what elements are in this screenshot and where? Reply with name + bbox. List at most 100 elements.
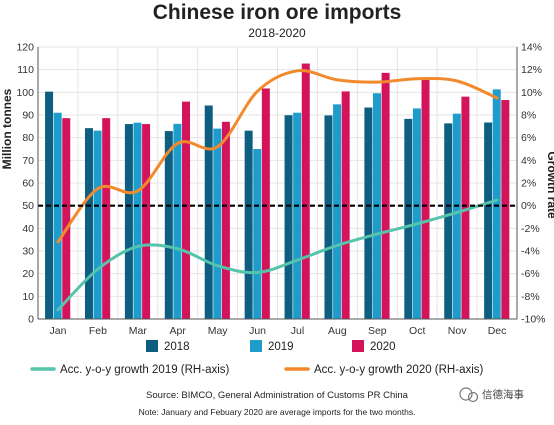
point-Acc. y-o-y growth 2019 (RH-axis)-Oct: [416, 222, 419, 225]
watermark-text: 信德海事: [482, 388, 524, 401]
legend-swatch-2019: [250, 340, 262, 352]
bar-2019-Aug: [333, 104, 342, 319]
point-Acc. y-o-y growth 2020 (RH-axis)-May: [216, 145, 219, 148]
y-tick-label: 0: [28, 314, 34, 326]
bar-2020-Apr: [182, 101, 191, 319]
point-Acc. y-o-y growth 2019 (RH-axis)-Feb: [96, 267, 100, 271]
y2-tick-label: -8%: [521, 291, 540, 303]
bar-2020-Nov: [461, 96, 470, 319]
bar-2020-Oct: [421, 78, 430, 319]
x-tick-label: Jul: [291, 325, 304, 337]
y2-tick-label: 6%: [521, 132, 536, 144]
growth-lines: [38, 69, 517, 312]
bar-2020-Jan: [62, 118, 71, 319]
point-Acc. y-o-y growth 2020 (RH-axis)-Jan: [56, 240, 60, 244]
bar-2019-Jan: [53, 112, 62, 319]
point-Acc. y-o-y growth 2019 (RH-axis)-Jul: [296, 258, 299, 262]
y2-tick-label: 2%: [521, 178, 536, 190]
bar-2019-Nov: [452, 113, 461, 319]
legend-swatch-2018: [146, 340, 158, 352]
bar-2018-Aug: [324, 115, 333, 319]
bar-2020-Dec: [501, 100, 510, 319]
bar-2019-Dec: [492, 89, 501, 320]
point-Acc. y-o-y growth 2019 (RH-axis)-Mar: [136, 245, 139, 248]
point-Acc. y-o-y growth 2019 (RH-axis)-Jun: [256, 271, 259, 274]
y-tick-label: 10: [22, 291, 34, 303]
y-tick-label: 40: [22, 223, 34, 235]
bar-2018-Feb: [84, 128, 93, 319]
legend-label-2020: 2020: [370, 341, 396, 353]
bar-2018-Dec: [484, 122, 493, 319]
y-tick-label: 30: [22, 246, 34, 258]
bar-2020-Sep: [381, 72, 390, 319]
bar-2020-Feb: [102, 118, 111, 319]
gridlines: [37, 46, 518, 320]
chart-subtitle: 2018-2020: [248, 26, 306, 40]
wechat-icon-small: [467, 391, 479, 403]
point-Acc. y-o-y growth 2020 (RH-axis)-Apr: [176, 142, 179, 145]
bar-2019-Apr: [173, 123, 182, 319]
y2-axis-title: Growth rate: [545, 151, 554, 219]
chart-title: Chinese iron ore imports: [153, 1, 402, 24]
bar-2018-Sep: [364, 107, 373, 320]
y-tick-label: 60: [22, 178, 34, 190]
y2-tick-label: -2%: [521, 223, 540, 235]
x-tick-label: Jan: [49, 325, 66, 337]
legend-label-2019: 2019: [268, 341, 294, 353]
y-axis-title: Million tonnes: [0, 88, 14, 169]
y2-tick-label: 10%: [521, 87, 542, 99]
bar-2018-Jul: [284, 115, 293, 319]
point-Acc. y-o-y growth 2020 (RH-axis)-Jul: [296, 69, 299, 73]
bar-2019-Jun: [253, 149, 262, 319]
bar-2020-May: [221, 121, 230, 319]
x-tick-label: Aug: [328, 325, 347, 337]
legend-label-line: Acc. y-o-y growth 2019 (RH-axis): [60, 364, 230, 376]
point-Acc. y-o-y growth 2020 (RH-axis)-Jun: [256, 90, 259, 93]
y2-tick-label: 4%: [521, 155, 536, 167]
legend: 2018 2019 2020 Acc. y-o-y growth 2019 (RH-a…: [30, 340, 484, 376]
point-Acc. y-o-y growth 2020 (RH-axis)-Aug: [336, 78, 339, 82]
legend-label-line: Acc. y-o-y growth 2020 (RH-axis): [314, 364, 484, 376]
y2-tick-label: 0%: [521, 200, 536, 212]
point-Acc. y-o-y growth 2020 (RH-axis)-Sep: [376, 80, 379, 84]
bar-2019-Feb: [93, 130, 102, 319]
y-tick-label: 90: [22, 110, 34, 122]
legend-label-2018: 2018: [164, 341, 190, 353]
point-Acc. y-o-y growth 2019 (RH-axis)-Nov: [455, 211, 459, 214]
bar-2020-Jun: [261, 88, 270, 319]
point-Acc. y-o-y growth 2019 (RH-axis)-May: [216, 264, 219, 267]
bar-2018-Nov: [444, 123, 453, 320]
x-tick-label: Jun: [249, 325, 266, 337]
bar-2020-Mar: [142, 124, 151, 319]
y2-tick-label: -10%: [521, 314, 546, 326]
footnote: Note: January and Febuary 2020 are avera…: [139, 407, 416, 417]
x-tick-label: Dec: [488, 325, 507, 337]
bar-2018-Mar: [124, 124, 133, 319]
point-Acc. y-o-y growth 2019 (RH-axis)-Dec: [495, 198, 499, 202]
y-tick-label: 80: [22, 132, 34, 144]
bar-2019-Oct: [412, 108, 421, 319]
x-tick-label: Oct: [409, 325, 425, 337]
x-tick-label: Feb: [89, 325, 107, 337]
point-Acc. y-o-y growth 2020 (RH-axis)-Nov: [455, 79, 459, 83]
bar-2018-Apr: [164, 131, 173, 319]
y2-tick-label: -6%: [521, 268, 540, 280]
x-tick-label: Apr: [170, 325, 187, 337]
point-Acc. y-o-y growth 2019 (RH-axis)-Apr: [176, 247, 179, 250]
bar-2019-May: [213, 128, 222, 319]
source-note: Source: BIMCO, General Administration of…: [146, 390, 409, 401]
bar-2018-Oct: [404, 118, 413, 319]
axes: 0 10 20 30 40 50 60 70 80 90 100 110 120 -10% -8% -6% -4…: [16, 42, 545, 338]
y2-tick-label: 8%: [521, 110, 536, 122]
point-Acc. y-o-y growth 2020 (RH-axis)-Feb: [96, 187, 100, 190]
y-tick-label: 70: [22, 155, 34, 167]
y2-tick-label: 12%: [521, 64, 542, 76]
x-tick-label: Nov: [448, 325, 467, 337]
y-tick-label: 50: [22, 200, 34, 212]
y-tick-label: 120: [16, 42, 34, 54]
watermark: 信德海事: [459, 387, 524, 403]
bar-2018-May: [204, 105, 213, 319]
bar-2020-Jul: [301, 63, 310, 320]
x-tick-label: May: [208, 325, 229, 337]
